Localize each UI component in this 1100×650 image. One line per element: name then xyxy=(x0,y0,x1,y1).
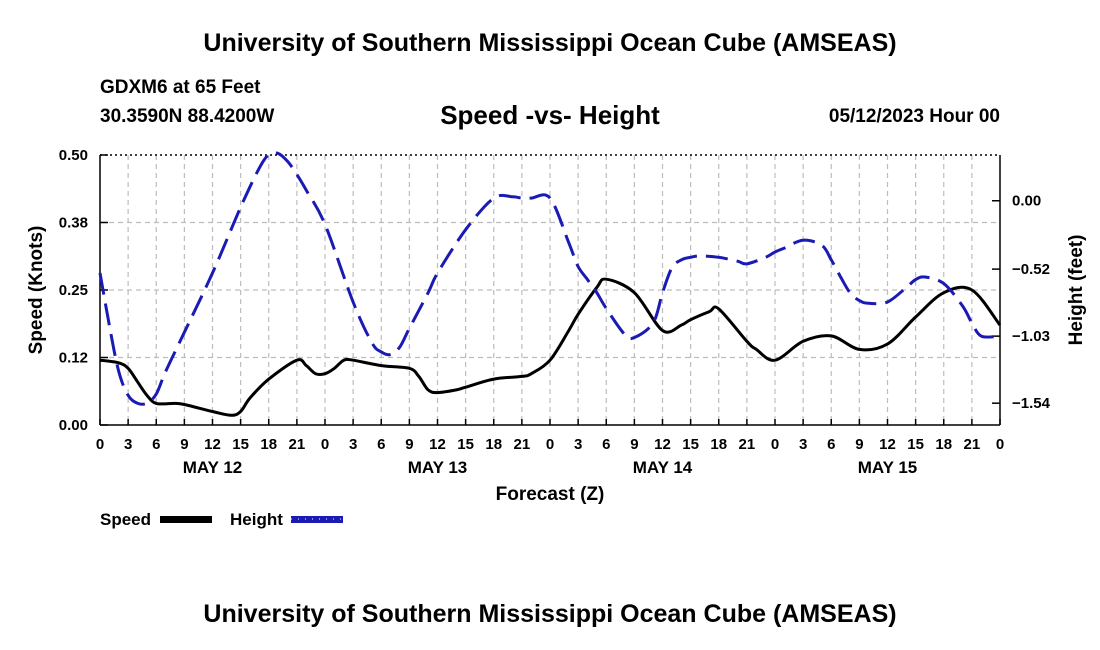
x-tick-label: 0 xyxy=(321,436,329,453)
x-tick-label: 0 xyxy=(996,436,1004,453)
x-tick-label: 12 xyxy=(204,436,221,453)
x-tick-label: 6 xyxy=(827,436,835,453)
station-label: GDXM6 at 65 Feet xyxy=(100,77,261,98)
x-tick-label: 6 xyxy=(377,436,385,453)
x-tick-label: 15 xyxy=(907,436,924,453)
x-tick-label: 3 xyxy=(799,436,807,453)
legend-speed-swatch xyxy=(160,516,212,523)
y-tick-label: 0.25 xyxy=(59,282,88,299)
height-series-line xyxy=(98,151,1001,406)
y-tick-label: 0.38 xyxy=(59,215,88,232)
y-tick-label: 0.00 xyxy=(59,417,88,434)
x-tick-label: 6 xyxy=(152,436,160,453)
forecast-date: 05/12/2023 Hour 00 xyxy=(828,106,1000,127)
x-tick-label: 0 xyxy=(771,436,779,453)
page-title: University of Southern Mississippi Ocean… xyxy=(203,29,897,57)
x-tick-label: 21 xyxy=(514,436,531,453)
x-tick-label: 12 xyxy=(654,436,671,453)
x-tick-label: 12 xyxy=(879,436,896,453)
x-tick-label: 3 xyxy=(574,436,582,453)
legend-height-label: Height xyxy=(230,510,283,529)
day-label: MAY 14 xyxy=(633,458,693,477)
x-tick-label: 9 xyxy=(180,436,188,453)
y2-tick-label: −1.03 xyxy=(1012,328,1050,345)
x-tick-label: 15 xyxy=(457,436,474,453)
speed-series-line xyxy=(99,277,1002,417)
x-tick-label: 18 xyxy=(485,436,502,453)
x-tick-label: 0 xyxy=(96,436,104,453)
y2-tick-label: 0.00 xyxy=(1012,193,1041,210)
x-tick-label: 18 xyxy=(710,436,727,453)
y-tick-label: 0.12 xyxy=(59,350,88,367)
x-tick-label: 12 xyxy=(429,436,446,453)
y2-tick-label: −1.54 xyxy=(1012,395,1051,412)
x-tick-label: 21 xyxy=(964,436,981,453)
x-tick-label: 21 xyxy=(289,436,306,453)
x-tick-label: 0 xyxy=(546,436,554,453)
footer-title: University of Southern Mississippi Ocean… xyxy=(203,600,897,628)
day-label: MAY 15 xyxy=(858,458,918,477)
y-tick-label: 0.50 xyxy=(59,147,88,164)
day-label: MAY 12 xyxy=(183,458,243,477)
legend-height-swatch xyxy=(291,516,343,523)
y2-axis-label: Height (feet) xyxy=(1066,235,1087,346)
y-axis-label: Speed (Knots) xyxy=(26,226,47,355)
legend-speed-label: Speed xyxy=(100,510,151,529)
x-tick-label: 9 xyxy=(405,436,413,453)
x-tick-label: 18 xyxy=(260,436,277,453)
y2-tick-label: −0.52 xyxy=(1012,261,1050,278)
x-tick-label: 9 xyxy=(855,436,863,453)
chart-title: Speed -vs- Height xyxy=(440,100,660,130)
day-label: MAY 13 xyxy=(408,458,468,477)
x-tick-label: 15 xyxy=(682,436,699,453)
x-tick-label: 3 xyxy=(349,436,357,453)
x-tick-label: 15 xyxy=(232,436,249,453)
x-tick-label: 6 xyxy=(602,436,610,453)
x-tick-label: 9 xyxy=(630,436,638,453)
x-tick-label: 18 xyxy=(935,436,952,453)
coordinates-label: 30.3590N 88.4200W xyxy=(100,106,275,127)
x-tick-label: 3 xyxy=(124,436,132,453)
x-axis-label: Forecast (Z) xyxy=(496,484,605,505)
x-tick-label: 21 xyxy=(739,436,756,453)
